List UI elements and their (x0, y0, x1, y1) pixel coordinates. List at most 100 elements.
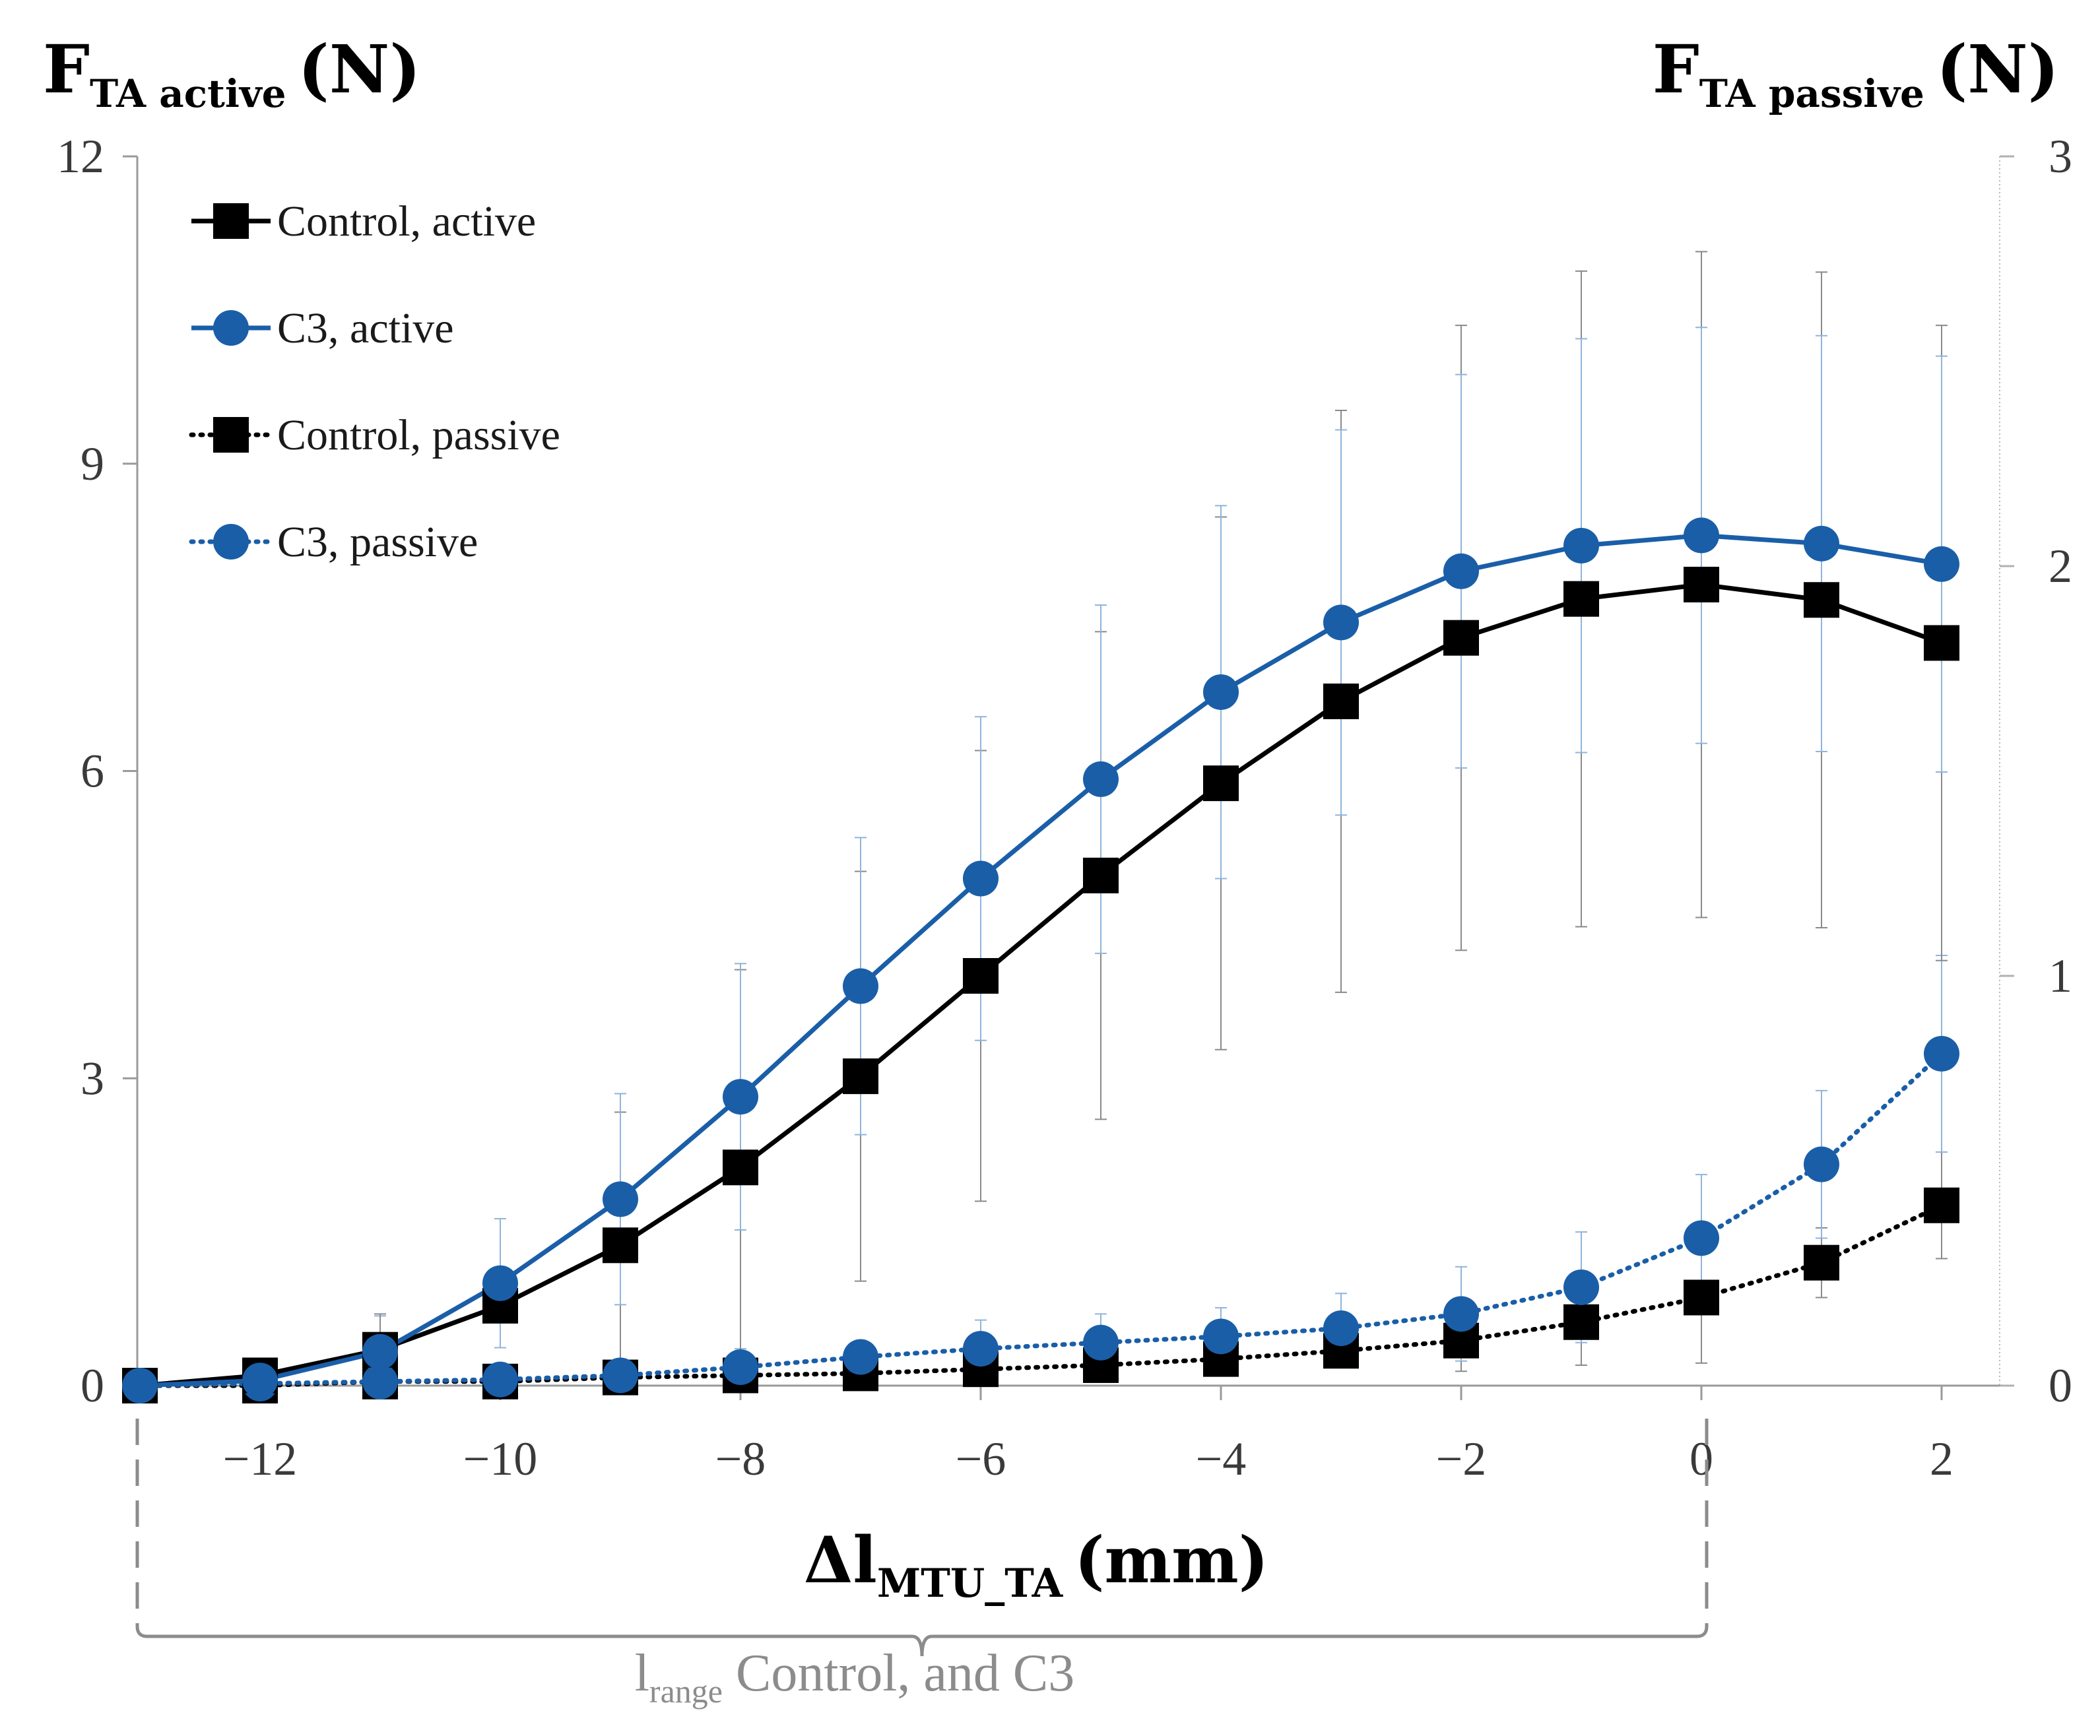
right-tick-label: 1 (2049, 949, 2072, 1002)
right-tick-label: 3 (2049, 130, 2072, 183)
control-active-point (1323, 683, 1359, 719)
control-passive-point (1684, 1279, 1719, 1316)
left-axis-title: FTA active (N) (43, 30, 421, 116)
left-tick-label: 9 (81, 437, 104, 490)
c3-active-point (1684, 517, 1719, 554)
series-markers (122, 517, 1959, 1403)
c3-active-point (1563, 527, 1599, 563)
left-tick-label: 3 (81, 1052, 104, 1105)
c3-active-point (603, 1181, 638, 1217)
x-tick-label: −4 (1196, 1432, 1247, 1485)
control-active-point (603, 1227, 638, 1264)
right-axis-title-sub: TA passive (1699, 71, 1924, 116)
control-passive-point (1563, 1304, 1599, 1340)
legend-label: C3, passive (277, 518, 478, 566)
legend: Control, active C3, active Control, passiv… (189, 197, 560, 566)
c3-passive-point (843, 1339, 878, 1375)
control-active-point (1203, 765, 1239, 802)
c3-passive-point (1924, 1035, 1959, 1072)
control-active-line (139, 582, 1943, 1388)
range-label-sub: range (649, 1673, 723, 1710)
legend-marker (213, 417, 249, 453)
right-tick-label: 0 (2049, 1359, 2072, 1412)
series-lines (137, 532, 1944, 1388)
left-tick-label: 12 (57, 130, 104, 183)
control-active-point (1684, 566, 1719, 602)
c3-active-point (362, 1334, 398, 1370)
right-axis-title-main: F (1653, 30, 1699, 108)
left-tick-label: 0 (81, 1359, 104, 1412)
control-active-point (1563, 581, 1599, 617)
c3-passive-point (1203, 1318, 1239, 1355)
left-axis-title-main: F (43, 30, 90, 108)
legend-label: C3, active (277, 304, 454, 352)
c3-active-point (1323, 604, 1359, 641)
control-passive-line (137, 1203, 1944, 1388)
c3-active-point (1924, 546, 1959, 582)
x-tick-label: 2 (1930, 1432, 1953, 1485)
x-axis-ticks: −12 −10 −8 −6 −4 −2 0 2 (223, 1386, 1953, 1485)
c3-passive-point (362, 1363, 398, 1399)
x-axis-title-prefix: Δl (804, 1523, 877, 1597)
c3-passive-point (1443, 1296, 1479, 1332)
control-active-point (843, 1058, 878, 1095)
left-axis-ticks: 0 3 6 9 12 (57, 130, 137, 1412)
control-active-point (723, 1149, 758, 1186)
legend-item: Control, passive (189, 411, 560, 459)
left-axis-title-sub: TA active (90, 71, 286, 116)
c3-active-point (843, 968, 878, 1004)
right-axis-title: FTA passive (N) (1653, 30, 2059, 116)
x-tick-label: −12 (223, 1432, 298, 1485)
control-active-point (1924, 625, 1959, 661)
c3-passive-point (482, 1361, 518, 1398)
c3-passive-point (1804, 1146, 1839, 1182)
legend-label: Control, active (277, 197, 536, 245)
legend-marker (213, 524, 249, 560)
c3-active-point (1443, 553, 1479, 589)
c3-passive-point (1684, 1220, 1719, 1256)
legend-item: Control, active (191, 197, 536, 245)
control-active-point (963, 958, 999, 994)
range-label-rest: Control, and C3 (723, 1644, 1074, 1702)
c3-passive-point (723, 1349, 758, 1386)
control-active-point (1083, 857, 1119, 893)
range-label: lrange Control, and C3 (635, 1644, 1075, 1710)
range-label-main: l (635, 1644, 649, 1702)
control-active-point (1804, 582, 1839, 618)
range-bracket-base (135, 1626, 1709, 1657)
c3-active-point (1203, 674, 1239, 710)
legend-marker (213, 310, 249, 346)
c3-active-point (242, 1363, 278, 1399)
x-tick-label: −6 (956, 1432, 1006, 1485)
x-axis-title: ΔlMTU_TA (mm) (804, 1523, 1268, 1607)
left-tick-label: 6 (81, 745, 104, 798)
c3-active-point (1083, 761, 1119, 797)
right-tick-label: 2 (2049, 540, 2072, 593)
left-axis-title-unit: (N) (298, 30, 421, 108)
c3-active-point (122, 1368, 158, 1403)
x-axis-title-sub: MTU_TA (877, 1560, 1064, 1607)
c3-active-point (482, 1265, 518, 1301)
error-bars (374, 251, 1948, 1386)
c3-passive-point (1083, 1324, 1119, 1361)
right-axis-ticks: 0 1 2 3 (2000, 130, 2072, 1412)
legend-label: Control, passive (277, 411, 560, 459)
c3-passive-point (963, 1331, 999, 1367)
control-passive-point (1924, 1187, 1959, 1223)
c3-active-point (963, 860, 999, 897)
c3-active-point (723, 1079, 758, 1115)
legend-marker (213, 203, 249, 239)
legend-item: C3, active (191, 304, 454, 352)
c3-passive-point (603, 1357, 638, 1394)
x-tick-label: 0 (1690, 1432, 1713, 1485)
legend-item: C3, passive (189, 518, 478, 566)
x-tick-label: −10 (463, 1432, 538, 1485)
x-tick-label: −8 (715, 1432, 766, 1485)
series-layer (122, 251, 1959, 1403)
control-passive-point (1804, 1244, 1839, 1281)
control-active-point (1443, 620, 1479, 656)
x-tick-label: −2 (1436, 1432, 1487, 1485)
x-axis-title-unit: (mm) (1074, 1523, 1268, 1597)
c3-passive-point (1563, 1269, 1599, 1305)
